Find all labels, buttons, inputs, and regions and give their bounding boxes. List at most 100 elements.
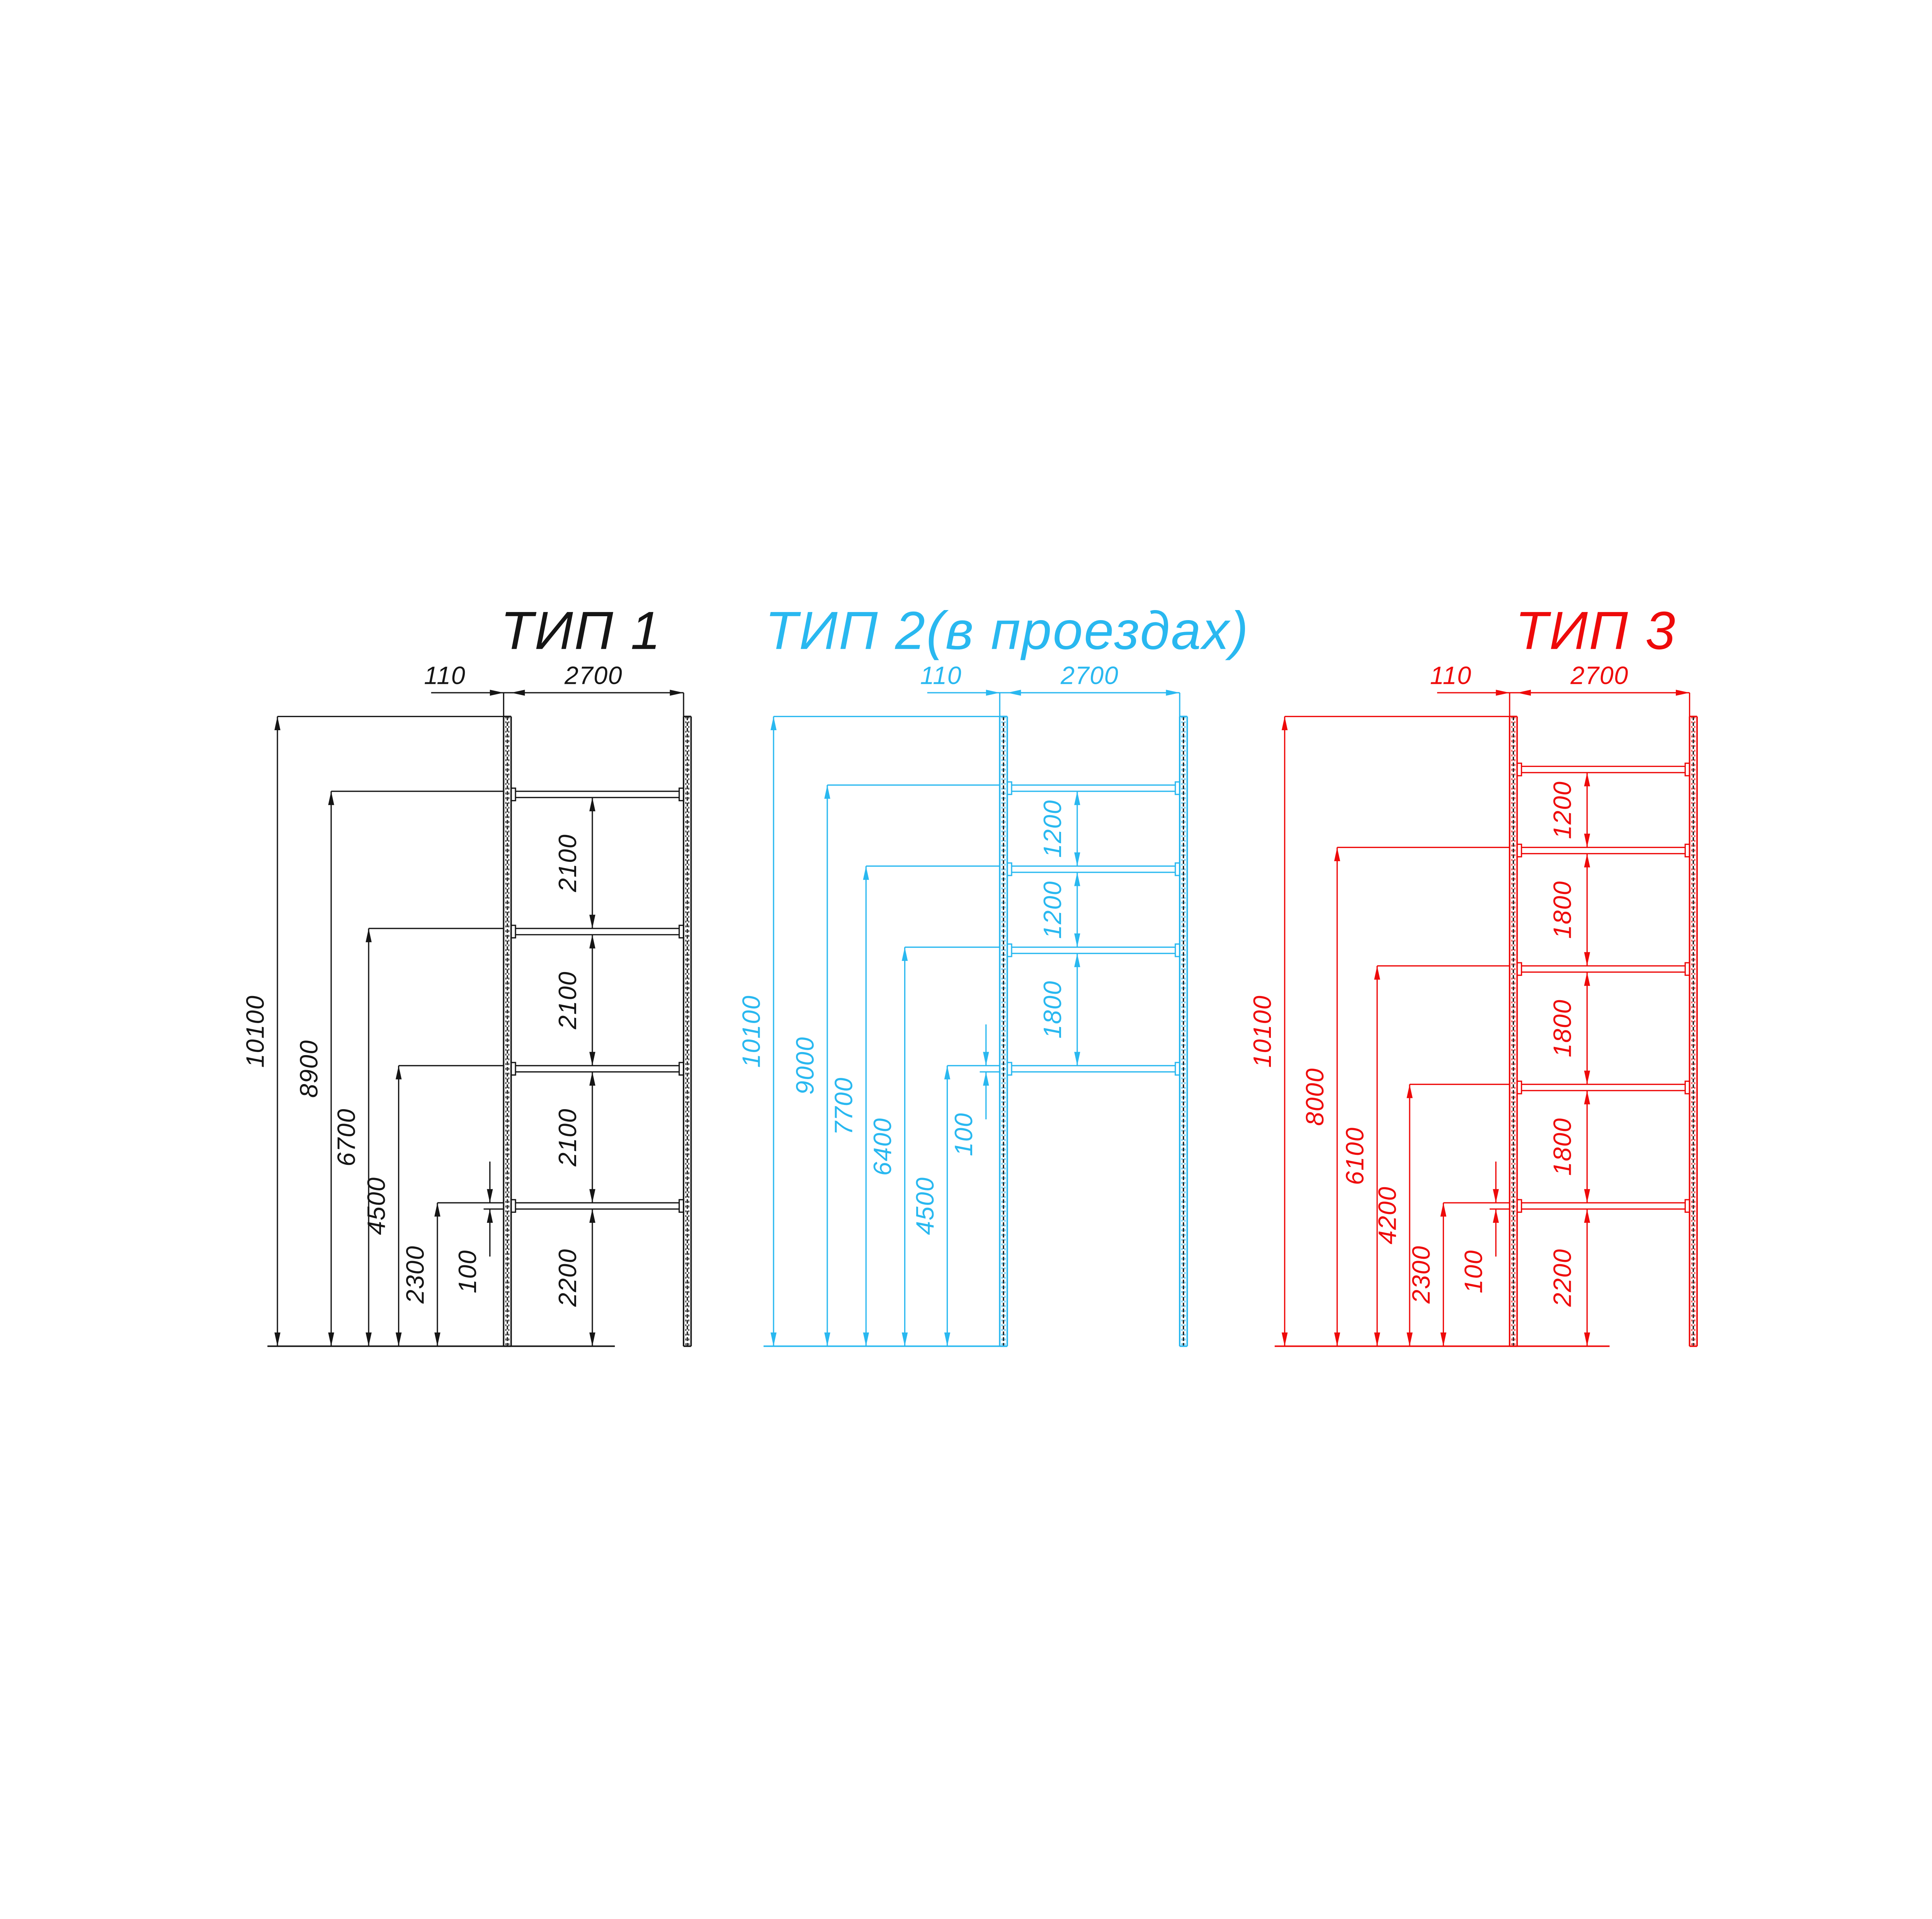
- dimension-arrow-icon: [1334, 847, 1340, 861]
- dimension-arrow-icon: [770, 1332, 777, 1346]
- dimension-arrow-icon: [1584, 952, 1590, 966]
- height-dim-label: 4500: [362, 1177, 390, 1235]
- dimension-arrow-icon: [1584, 1332, 1590, 1346]
- beam-thickness-dim-label: 100: [1459, 1250, 1488, 1293]
- dimension-arrow-icon: [986, 690, 1000, 696]
- dimension-arrow-icon: [328, 791, 334, 805]
- dimension-arrow-icon: [901, 947, 908, 961]
- dimension-arrow-icon: [1074, 933, 1080, 947]
- dimension-arrow-icon: [511, 690, 525, 696]
- dimension-arrow-icon: [366, 1332, 372, 1346]
- dimension-arrow-icon: [863, 866, 869, 880]
- dimension-arrow-icon: [434, 1332, 440, 1346]
- height-dim-label: 8000: [1301, 1068, 1329, 1126]
- dimension-arrow-icon: [589, 914, 595, 929]
- height-dim-label: 9000: [791, 1037, 819, 1095]
- height-dim-label: 2300: [1407, 1246, 1435, 1304]
- dimension-arrow-icon: [1440, 1203, 1447, 1217]
- post-width-dim-label: 110: [424, 661, 466, 689]
- dimension-arrow-icon: [1493, 1189, 1499, 1203]
- dimension-arrow-icon: [1281, 1332, 1288, 1346]
- dimension-arrow-icon: [589, 1052, 595, 1066]
- beam-thickness-dim-label: 100: [949, 1113, 978, 1156]
- dimension-arrow-icon: [1007, 690, 1021, 696]
- dimension-arrow-icon: [1074, 872, 1080, 886]
- dimension-arrow-icon: [944, 1332, 951, 1346]
- dimension-arrow-icon: [1406, 1332, 1413, 1346]
- drawing-title: ТИП 3: [1515, 601, 1676, 661]
- dimension-arrow-icon: [1074, 852, 1080, 866]
- height-dim-label: 6400: [868, 1118, 896, 1176]
- dimension-arrow-icon: [824, 785, 830, 799]
- dimension-arrow-icon: [1374, 1332, 1380, 1346]
- dimension-arrow-icon: [1496, 690, 1510, 696]
- dimension-arrow-icon: [395, 1066, 402, 1079]
- dimension-arrow-icon: [589, 797, 595, 811]
- dimension-arrow-icon: [487, 1189, 493, 1203]
- dimension-arrow-icon: [366, 928, 372, 942]
- dimension-arrow-icon: [983, 1072, 989, 1086]
- dimension-arrow-icon: [589, 1189, 595, 1203]
- dimension-arrow-icon: [274, 716, 281, 731]
- dimension-arrow-icon: [1406, 1084, 1413, 1098]
- drawing-title: ТИП 2(в проездах): [765, 601, 1250, 661]
- dimension-arrow-icon: [670, 690, 684, 696]
- dimension-arrow-icon: [1584, 1189, 1590, 1203]
- dimension-arrow-icon: [328, 1332, 334, 1346]
- drawing-title: ТИП 1: [500, 601, 662, 661]
- dimension-arrow-icon: [589, 1209, 595, 1223]
- dimension-arrow-icon: [434, 1203, 440, 1217]
- dimension-arrow-icon: [1281, 716, 1288, 731]
- dimension-arrow-icon: [1584, 853, 1590, 868]
- dimension-arrow-icon: [1374, 966, 1380, 980]
- dimension-arrow-icon: [395, 1332, 402, 1346]
- dimension-arrow-icon: [1074, 953, 1080, 967]
- beam-thickness-dim-label: 100: [453, 1250, 481, 1293]
- dimension-arrow-icon: [490, 690, 504, 696]
- dimension-arrow-icon: [1584, 1090, 1590, 1105]
- height-dim-label: 10100: [1248, 995, 1276, 1067]
- dimension-arrow-icon: [983, 1052, 989, 1066]
- opening-dim-label: 2100: [553, 834, 582, 892]
- height-dim-label: 10100: [737, 995, 765, 1067]
- dimension-arrow-icon: [589, 935, 595, 948]
- opening-dim-label: 1800: [1548, 881, 1576, 939]
- dimension-arrow-icon: [1584, 772, 1590, 787]
- post-width-dim-label: 110: [920, 661, 962, 689]
- height-dim-label: 4200: [1373, 1186, 1401, 1244]
- dimension-arrow-icon: [274, 1332, 281, 1346]
- height-dim-label: 6700: [332, 1108, 360, 1166]
- dimension-arrow-icon: [1074, 791, 1080, 805]
- opening-dim-label: 1200: [1038, 800, 1066, 858]
- opening-dim-label: 2200: [1548, 1249, 1576, 1307]
- dimension-arrow-icon: [1584, 1209, 1590, 1223]
- opening-dim-label: 2100: [553, 1108, 582, 1167]
- opening-dim-label: 2100: [553, 971, 582, 1030]
- height-dim-label: 4500: [911, 1177, 939, 1235]
- dimension-arrow-icon: [1584, 833, 1590, 848]
- bay-width-dim-label: 2700: [564, 661, 622, 689]
- opening-dim-label: 1800: [1548, 1118, 1576, 1176]
- dimension-arrow-icon: [944, 1066, 951, 1079]
- dimension-arrow-icon: [1517, 690, 1531, 696]
- dimension-arrow-icon: [901, 1332, 908, 1346]
- dimension-arrow-icon: [1074, 1052, 1080, 1066]
- bay-width-dim-label: 2700: [1060, 661, 1119, 689]
- opening-dim-label: 1800: [1548, 999, 1576, 1057]
- dimension-arrow-icon: [589, 1332, 595, 1346]
- dimension-arrow-icon: [1584, 1071, 1590, 1084]
- bay-width-dim-label: 2700: [1570, 661, 1629, 689]
- dimension-arrow-icon: [1675, 690, 1690, 696]
- dimension-arrow-icon: [1584, 972, 1590, 986]
- height-dim-label: 10100: [241, 995, 269, 1067]
- height-dim-label: 6100: [1340, 1127, 1369, 1185]
- opening-dim-label: 1200: [1038, 881, 1066, 939]
- dimension-arrow-icon: [770, 716, 777, 731]
- opening-dim-label: 1800: [1038, 981, 1066, 1039]
- height-dim-label: 2300: [401, 1246, 429, 1304]
- dimension-arrow-icon: [1166, 690, 1180, 696]
